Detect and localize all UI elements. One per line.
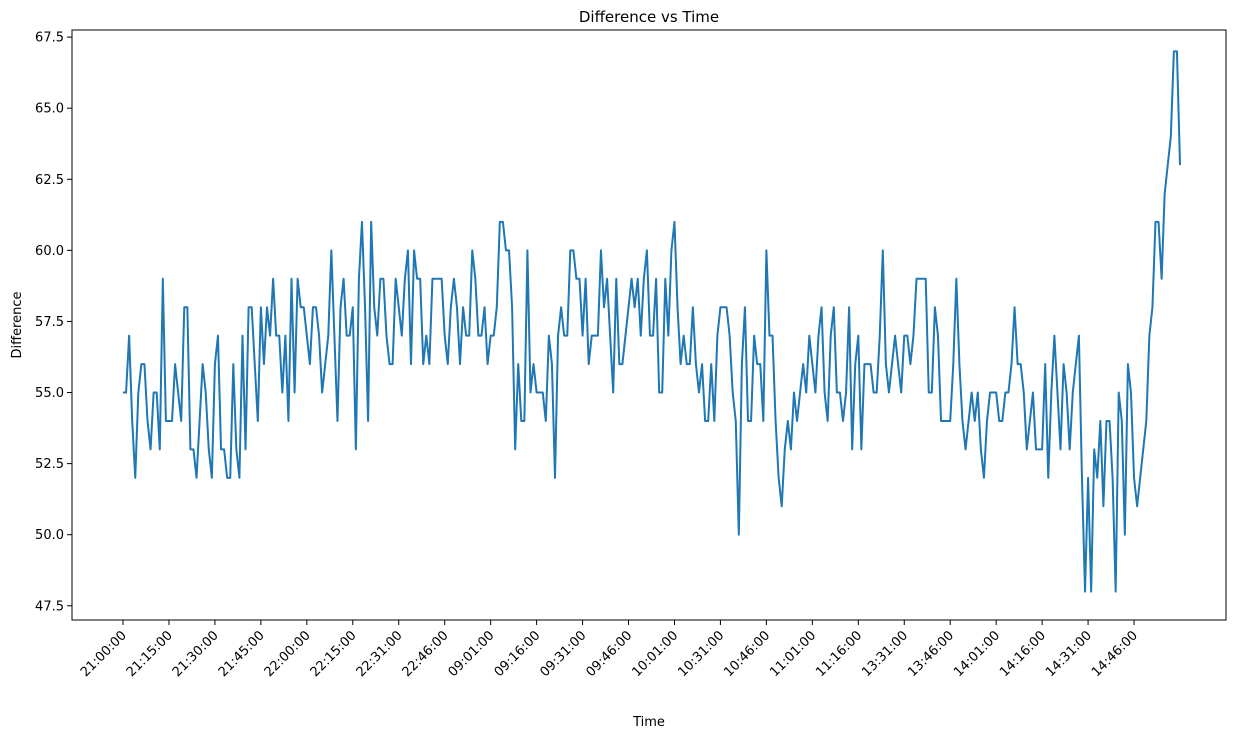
y-tick-label: 57.5 xyxy=(35,315,64,330)
y-tick-label: 50.0 xyxy=(35,528,64,543)
y-tick-label: 62.5 xyxy=(35,173,64,188)
y-tick-label: 65.0 xyxy=(35,102,64,117)
y-tick-label: 55.0 xyxy=(35,386,64,401)
chart-title: Difference vs Time xyxy=(579,8,719,26)
y-axis-label: Difference xyxy=(10,291,25,358)
y-tick-label: 60.0 xyxy=(35,244,64,259)
y-axis-ticks: 47.5 50.0 52.5 55.0 57.5 60.0 62.5 65.0 67.5 xyxy=(35,31,72,614)
plot-area xyxy=(123,50,1181,593)
x-axis-label: Time xyxy=(632,715,665,730)
y-tick-label: 47.5 xyxy=(35,599,64,614)
y-tick-label: 67.5 xyxy=(35,31,64,46)
y-tick-label: 52.5 xyxy=(35,457,64,472)
plot-frame xyxy=(71,29,1227,621)
difference-series-line xyxy=(123,50,1181,593)
